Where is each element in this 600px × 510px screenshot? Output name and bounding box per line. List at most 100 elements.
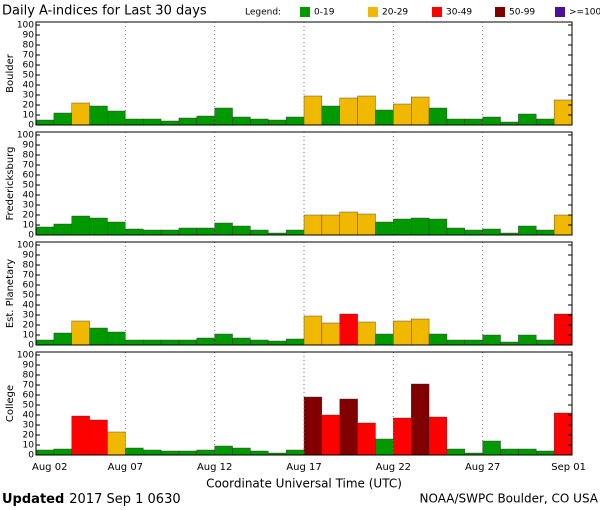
bar (268, 340, 287, 346)
y-tick-label: 10 (23, 331, 35, 341)
bar (553, 99, 573, 126)
bar (285, 338, 305, 346)
bar (71, 215, 90, 236)
bar (339, 97, 358, 126)
y-tick-label: 30 (23, 421, 35, 431)
bar (357, 321, 376, 346)
bar (536, 339, 555, 346)
updated-time: 2017 Sep 1 0630 (69, 492, 180, 507)
bar (518, 334, 537, 346)
bar (375, 109, 394, 126)
bar (303, 214, 323, 236)
bar (142, 339, 162, 346)
y-tick-label: 80 (23, 151, 35, 161)
bar (196, 115, 215, 126)
bar (321, 414, 340, 456)
bar (375, 333, 394, 346)
bar (53, 448, 72, 456)
y-tick-label: 50 (23, 401, 35, 411)
bar (107, 331, 126, 346)
bar (71, 415, 90, 456)
y-tick-label: 60 (23, 281, 35, 291)
y-tick-label: 10 (23, 111, 35, 121)
bar (500, 448, 519, 456)
y-tick-label: 30 (23, 91, 35, 101)
bar (446, 118, 465, 126)
y-tick-label: 50 (23, 291, 35, 301)
bar (446, 448, 465, 456)
y-tick-label: 60 (23, 61, 35, 71)
plot-frame (35, 241, 573, 346)
bar (250, 118, 269, 126)
y-tick-label: 70 (23, 51, 35, 61)
y-tick-label: 70 (23, 381, 35, 391)
bar (53, 332, 72, 346)
y-tick-label: 100 (17, 241, 34, 251)
legend-label: Legend: (245, 8, 281, 18)
bar (250, 229, 269, 236)
bar (214, 107, 233, 126)
bar (142, 229, 162, 236)
bar (125, 447, 144, 456)
bar (446, 227, 465, 236)
bar (553, 412, 573, 456)
bar (428, 333, 448, 346)
bar (357, 95, 376, 126)
y-axis-label: Est. Planetary (5, 259, 16, 328)
bar (53, 112, 72, 126)
y-tick-label: 10 (23, 441, 35, 451)
bar (321, 105, 340, 126)
bar (518, 225, 537, 236)
y-tick-label: 80 (23, 261, 35, 271)
legend-text: 0-19 (314, 8, 335, 18)
y-tick-label: 40 (23, 81, 35, 91)
y-tick-label: 10 (23, 221, 35, 231)
bar (178, 117, 198, 126)
legend-swatch (368, 7, 378, 17)
bar (107, 431, 126, 456)
bar (428, 107, 448, 126)
bar (160, 339, 180, 346)
y-tick-label: 20 (23, 431, 35, 441)
legend-text: 50-99 (509, 8, 535, 18)
x-tick-label: Aug 27 (465, 462, 500, 473)
bar (339, 398, 358, 456)
bar (411, 383, 430, 456)
legend-swatch (300, 7, 310, 17)
legend-swatch (495, 7, 505, 17)
legend-text: 20-29 (382, 8, 408, 18)
bar (35, 119, 55, 126)
chart-title: Daily A-indices for Last 30 days (2, 4, 207, 19)
bar (285, 449, 305, 456)
bar (89, 327, 108, 346)
y-tick-label: 0 (28, 451, 34, 461)
bar (232, 225, 251, 236)
x-tick-label: Aug 07 (108, 462, 143, 473)
y-tick-label: 70 (23, 271, 35, 281)
x-tick-label: Aug 02 (32, 462, 67, 473)
y-tick-label: 60 (23, 391, 35, 401)
legend-text: >=100 (569, 8, 600, 18)
bar (214, 333, 233, 346)
bar (160, 229, 180, 236)
y-tick-label: 0 (28, 121, 34, 131)
plot-frame (35, 131, 573, 236)
y-tick-label: 40 (23, 411, 35, 421)
bar (482, 334, 501, 346)
bar (553, 313, 573, 346)
bar (250, 339, 269, 346)
bar (464, 229, 483, 236)
bar (482, 228, 501, 236)
bar (357, 213, 376, 236)
y-tick-label: 20 (23, 101, 35, 111)
bar (536, 450, 555, 456)
bar (375, 438, 394, 456)
y-tick-label: 70 (23, 161, 35, 171)
y-tick-label: 20 (23, 321, 35, 331)
bar (250, 450, 269, 456)
bar (536, 118, 555, 126)
bar (35, 339, 55, 346)
bar (321, 214, 340, 236)
bar (339, 211, 358, 236)
